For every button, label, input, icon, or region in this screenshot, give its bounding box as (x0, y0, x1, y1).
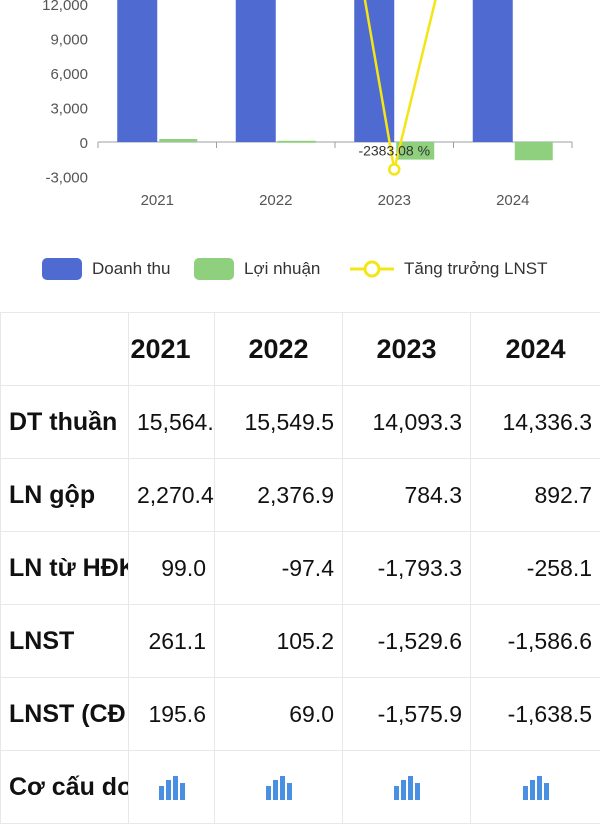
table-cell: -1,529.6 (343, 605, 471, 678)
y-tick-label: 3,000 (50, 101, 88, 118)
profit-bar (515, 142, 553, 160)
y-tick-label: 9,000 (50, 32, 88, 49)
revenue-structure-cell[interactable] (129, 751, 215, 824)
row-label: Cơ cấu doanh thu (1, 751, 129, 824)
revenue-structure-cell[interactable] (343, 751, 471, 824)
table-cell: -258.1 (471, 532, 600, 605)
column-header[interactable]: 2022 (215, 313, 343, 386)
revenue-structure-cell[interactable] (215, 751, 343, 824)
table-cell: 14,336.3 (471, 386, 600, 459)
y-tick-label: 0 (80, 135, 88, 152)
profit-bar (159, 139, 197, 142)
table-cell: -1,638.5 (471, 678, 600, 751)
x-tick-label: 2024 (496, 192, 529, 209)
column-header[interactable]: 2021 (129, 313, 215, 386)
table-row: LNST 261.1 105.2 -1,529.6 -1,586.6 (1, 605, 600, 678)
legend-label: Doanh thu (92, 259, 170, 279)
table-row: LN gộp 2,270.4 2,376.9 784.3 892.7 (1, 459, 600, 532)
revenue-bar (354, 0, 394, 142)
y-tick-label: 6,000 (50, 66, 88, 83)
legend-line-marker-icon (350, 258, 394, 280)
x-tick-label: 2023 (378, 192, 411, 209)
table-cell: -97.4 (215, 532, 343, 605)
x-tick-label: 2021 (141, 192, 174, 209)
table-row: LNST (CĐ mẹ) 195.6 69.0 -1,575.9 -1,638.… (1, 678, 600, 751)
revenue-structure-cell[interactable] (471, 751, 600, 824)
legend-item-loi-nhuan[interactable]: Lợi nhuận (194, 252, 320, 286)
table-row: Cơ cấu doanh thu (1, 751, 600, 824)
table-row: DT thuần 15,564.3 15,549.5 14,093.3 14,3… (1, 386, 600, 459)
row-label: LNST (CĐ mẹ) (1, 678, 129, 751)
growth-data-label: -2383.08 % (358, 142, 430, 158)
table-row: LN từ HĐKD 99.0 -97.4 -1,793.3 -258.1 (1, 532, 600, 605)
table-cell: 15,549.5 (215, 386, 343, 459)
y-tick-label: 12,000 (42, 0, 88, 14)
table-cell: 2,376.9 (215, 459, 343, 532)
legend-swatch-doanh-thu (42, 258, 82, 280)
chart-legend: Doanh thu Lợi nhuận Tăng trưởng LNST (0, 252, 600, 286)
table-cell: 69.0 (215, 678, 343, 751)
table-cell: -1,575.9 (343, 678, 471, 751)
table-cell: 14,093.3 (343, 386, 471, 459)
legend-item-doanh-thu[interactable]: Doanh thu (42, 252, 170, 286)
table-cell: 105.2 (215, 605, 343, 678)
legend-label: Tăng trưởng LNST (404, 259, 547, 279)
revenue-profit-chart: 12,000 9,000 6,000 3,000 0 -3,000 2021 2022 2023… (0, 0, 600, 245)
revenue-bar (117, 0, 157, 142)
growth-point (389, 164, 399, 174)
bar-chart-icon[interactable] (521, 774, 551, 800)
row-label: LN gộp (1, 459, 129, 532)
y-tick-label: -3,000 (45, 170, 88, 187)
profit-bar (278, 141, 316, 143)
row-label: LN từ HĐKD (1, 532, 129, 605)
revenue-bar (473, 0, 513, 142)
bar-chart-icon[interactable] (264, 774, 294, 800)
bar-chart-icon[interactable] (392, 774, 422, 800)
table-cell: 15,564.3 (129, 386, 215, 459)
table-cell: 784.3 (343, 459, 471, 532)
legend-swatch-loi-nhuan (194, 258, 234, 280)
x-tick-label: 2022 (259, 192, 292, 209)
table-header-empty (1, 313, 129, 386)
column-header[interactable]: 2023 (343, 313, 471, 386)
table-cell: 99.0 (129, 532, 215, 605)
row-label: DT thuần (1, 386, 129, 459)
table-header-row: 2021 2022 2023 2024 (1, 313, 600, 386)
legend-item-tang-truong[interactable]: Tăng trưởng LNST (350, 252, 547, 286)
row-label: LNST (1, 605, 129, 678)
revenue-bar (236, 0, 276, 142)
table-cell: 892.7 (471, 459, 600, 532)
table-cell: 2,270.4 (129, 459, 215, 532)
bar-chart-icon[interactable] (157, 774, 187, 800)
table-cell: 195.6 (129, 678, 215, 751)
financial-table: 2021 2022 2023 2024 DT thuần 15,564.3 15… (0, 312, 600, 824)
column-header[interactable]: 2024 (471, 313, 600, 386)
table-cell: 261.1 (129, 605, 215, 678)
table-cell: -1,586.6 (471, 605, 600, 678)
table-cell: -1,793.3 (343, 532, 471, 605)
legend-label: Lợi nhuận (244, 259, 320, 279)
